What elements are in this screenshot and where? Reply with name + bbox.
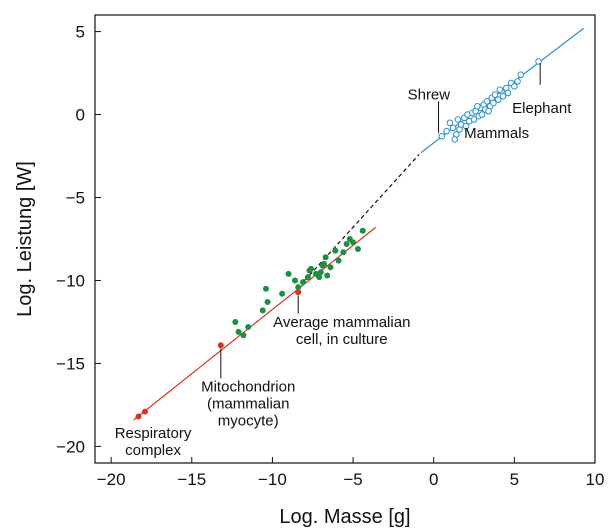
data-point-mammals xyxy=(473,102,481,110)
data-point-cells xyxy=(343,240,350,247)
data-point-cells xyxy=(354,245,361,252)
data-point-mammals xyxy=(511,83,518,90)
data-point-mammals xyxy=(499,93,507,100)
data-point-cells xyxy=(279,290,286,297)
data-point-mammals xyxy=(496,86,504,93)
data-point-mammals xyxy=(462,122,470,130)
fit-line-solid xyxy=(133,226,377,421)
data-point-mammals xyxy=(517,71,525,79)
data-point-mammals xyxy=(514,78,521,85)
data-point-cells xyxy=(350,239,357,246)
data-point-cells xyxy=(335,257,342,264)
annotation-mitochondrion: Mitochondrion xyxy=(201,379,295,396)
x-tick-label: 5 xyxy=(510,470,519,489)
data-point-cells xyxy=(245,323,252,330)
x-tick-label: −10 xyxy=(258,470,287,489)
annotation-respiratory: Respiratory xyxy=(115,425,192,442)
y-axis-ticks: 5 0 −5 −10 −15 −20 xyxy=(56,23,101,456)
fit-line-dashed xyxy=(304,153,420,281)
x-tick-label: 0 xyxy=(429,470,438,489)
data-point-cells xyxy=(262,285,269,292)
data-point-subcellular xyxy=(295,289,302,296)
data-point-mammals xyxy=(451,136,458,143)
data-point-cells xyxy=(285,270,292,277)
y-axis-title: Log. Leistung [W] xyxy=(14,161,36,317)
data-point-mammals xyxy=(443,127,450,135)
data-point-cells xyxy=(308,265,315,272)
y-tick-label: −10 xyxy=(56,271,85,290)
data-point-cells xyxy=(264,299,271,306)
data-points xyxy=(135,58,542,420)
data-point-mammals xyxy=(494,96,502,103)
data-point-mammals xyxy=(478,111,486,118)
y-tick-label: −15 xyxy=(56,354,85,373)
x-axis-ticks: −20 −15 −10 −5 0 5 10 xyxy=(97,457,605,489)
data-point-cells xyxy=(240,332,247,339)
y-tick-label: 0 xyxy=(76,106,85,125)
data-point-mammals xyxy=(535,58,542,65)
data-point-mammals xyxy=(446,119,454,127)
annotation-respiratory: complex xyxy=(125,442,181,459)
data-point-cells xyxy=(322,254,329,261)
x-tick-label: −20 xyxy=(97,470,126,489)
y-tick-label: −20 xyxy=(56,437,85,456)
data-point-subcellular xyxy=(217,342,224,349)
data-point-cells xyxy=(324,272,331,279)
plot-frame xyxy=(94,14,596,464)
x-axis-title: Log. Masse [g] xyxy=(279,506,410,528)
data-point-mammals xyxy=(485,107,492,115)
data-point-mammals xyxy=(449,124,457,132)
data-point-subcellular xyxy=(142,408,148,415)
annotations: Shrew Elephant Mammals Average mammaliancel… xyxy=(115,63,572,459)
data-point-cells xyxy=(340,249,347,256)
annotation-shrew: Shrew xyxy=(408,87,451,104)
data-point-mammals xyxy=(483,97,491,105)
annotation-avg-cell: cell, in culture xyxy=(296,331,388,348)
data-point-cells xyxy=(321,260,328,267)
data-point-subcellular xyxy=(135,413,142,420)
annotation-mitochondrion: (mammalian xyxy=(207,396,290,413)
data-point-cells xyxy=(316,274,323,281)
data-point-cells xyxy=(295,284,302,291)
x-tick-label: −5 xyxy=(343,470,362,489)
y-tick-label: 5 xyxy=(76,23,85,42)
y-tick-label: −5 xyxy=(66,189,85,208)
x-tick-label: −15 xyxy=(177,470,206,489)
annotation-mitochondrion: myocyte) xyxy=(218,413,279,430)
data-point-cells xyxy=(259,307,266,314)
data-point-cells xyxy=(317,269,324,276)
data-point-cells xyxy=(332,247,339,254)
annotation-avg-cell: Average mammalian xyxy=(273,314,410,331)
data-point-cells xyxy=(292,277,298,284)
data-point-mammals xyxy=(490,99,497,107)
data-point-mammals xyxy=(470,116,478,123)
annotation-elephant: Elephant xyxy=(512,100,572,117)
data-point-mammals xyxy=(504,89,512,97)
data-point-mammals xyxy=(438,132,446,140)
data-point-cells xyxy=(300,279,307,286)
data-point-mammals xyxy=(454,116,462,123)
data-point-mammals xyxy=(491,91,499,98)
x-tick-label: 10 xyxy=(586,470,605,489)
data-point-cells xyxy=(232,318,239,325)
data-point-cells xyxy=(359,227,366,234)
annotation-mammals: Mammals xyxy=(464,125,529,142)
data-point-cells xyxy=(235,328,242,335)
data-point-cells xyxy=(304,274,311,281)
data-point-cells xyxy=(327,264,334,271)
